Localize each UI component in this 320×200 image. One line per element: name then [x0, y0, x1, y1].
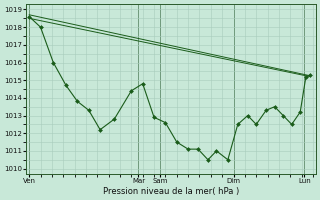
X-axis label: Pression niveau de la mer( hPa ): Pression niveau de la mer( hPa ) [103, 187, 239, 196]
